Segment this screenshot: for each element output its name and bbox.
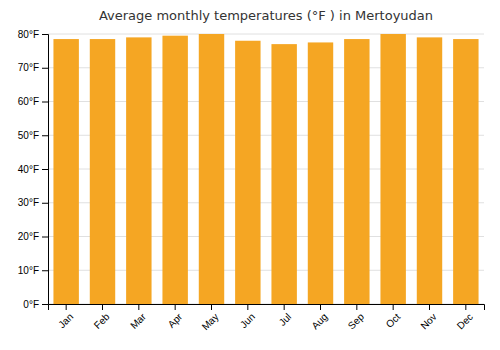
x-tick-mark	[465, 304, 466, 310]
x-tick-mark	[429, 304, 430, 310]
x-tick-label: Jun	[238, 311, 257, 330]
y-tick: 10°F	[18, 265, 48, 276]
title: Average monthly temperatures (°F ) in Me…	[99, 8, 433, 23]
grid-line	[48, 34, 484, 35]
x-tick-label: Dec	[455, 311, 475, 331]
bar	[235, 41, 260, 304]
x-tick-mark	[393, 304, 394, 310]
y-tick-label: 70°F	[18, 62, 39, 73]
x-axis: Jan Feb Mar Apr May Jun Jul Aug Sep Oct Nov Dec	[49, 304, 485, 332]
y-tick-mark	[42, 34, 48, 35]
x-tick: Jan	[56, 304, 75, 330]
y-tick: 0°F	[23, 299, 48, 310]
x-tick-mark	[356, 304, 357, 310]
y-tick-label: 60°F	[18, 96, 39, 107]
x-tick: May	[200, 304, 221, 332]
bar	[417, 37, 442, 304]
x-tick: Mar	[128, 304, 148, 331]
x-tick-mark	[211, 304, 212, 310]
bar	[162, 36, 187, 304]
x-tick-mark	[247, 304, 248, 310]
x-tick: Aug	[309, 304, 329, 331]
y-tick-label: 20°F	[18, 231, 39, 242]
y-tick: 70°F	[18, 62, 48, 73]
y-tick-label: 40°F	[18, 164, 39, 175]
y-tick: 60°F	[18, 96, 48, 107]
x-tick-mark	[320, 304, 321, 310]
y-tick: 80°F	[18, 29, 48, 40]
y-axis-line	[42, 35, 49, 305]
x-tick-mark	[284, 304, 285, 310]
bar	[90, 39, 115, 304]
x-tick-label: Jul	[277, 311, 294, 328]
y-tick: 30°F	[18, 197, 48, 208]
y-tick-label: 0°F	[23, 299, 39, 310]
bar	[53, 39, 78, 304]
x-tick-mark	[66, 304, 67, 310]
x-tick: Feb	[92, 304, 112, 331]
y-tick-mark	[42, 169, 48, 170]
y-tick-mark	[42, 270, 48, 271]
bar	[308, 42, 333, 304]
y-tick: 40°F	[18, 164, 48, 175]
y-tick-mark	[42, 237, 48, 238]
bar	[453, 39, 478, 304]
bar	[199, 34, 224, 304]
bar	[271, 44, 296, 304]
bar	[380, 34, 405, 304]
grid	[48, 34, 484, 304]
x-axis-line	[49, 305, 485, 311]
y-tick-label: 30°F	[18, 197, 39, 208]
bar	[344, 39, 369, 304]
y-axis: 0°F 10°F 20°F 30°F 40°F 50°F 60°F 70°F 80°F	[18, 29, 49, 310]
x-tick-label: Feb	[92, 311, 112, 331]
bars	[53, 34, 478, 304]
x-tick: Apr	[166, 304, 185, 330]
x-tick-label: Jan	[56, 311, 75, 330]
x-tick-mark	[102, 304, 103, 310]
x-tick: Jul	[277, 304, 294, 328]
y-tick-mark	[42, 135, 48, 136]
bar	[126, 37, 151, 304]
x-tick-mark	[138, 304, 139, 310]
y-tick-label: 10°F	[18, 265, 39, 276]
y-tick-mark	[42, 203, 48, 204]
y-tick-mark	[42, 102, 48, 103]
x-tick-mark	[175, 304, 176, 310]
x-tick-label: Sep	[346, 311, 367, 332]
x-tick-label: Mar	[128, 311, 148, 331]
y-tick-mark	[42, 304, 48, 305]
plot: 0°F 10°F 20°F 30°F 40°F 50°F 60°F 70°F 80°F Jan Fe…	[18, 29, 485, 333]
y-tick-mark	[42, 68, 48, 69]
x-tick-label: Aug	[309, 311, 329, 331]
y-tick-label: 50°F	[18, 130, 39, 141]
y-tick: 50°F	[18, 130, 48, 141]
x-tick: Nov	[418, 304, 438, 331]
x-tick-label: Nov	[418, 311, 438, 331]
x-tick: Jun	[238, 304, 257, 330]
x-tick: Oct	[384, 304, 403, 330]
chart: 0°F 10°F 20°F 30°F 40°F 50°F 60°F 70°F 80°F Jan Fe…	[0, 0, 500, 350]
x-tick: Dec	[455, 304, 475, 331]
x-tick-label: May	[200, 311, 221, 332]
y-tick: 20°F	[18, 231, 48, 242]
x-tick-label: Oct	[384, 311, 403, 330]
x-tick: Sep	[346, 304, 367, 331]
x-tick-label: Apr	[166, 311, 185, 330]
y-tick-label: 80°F	[18, 29, 39, 40]
